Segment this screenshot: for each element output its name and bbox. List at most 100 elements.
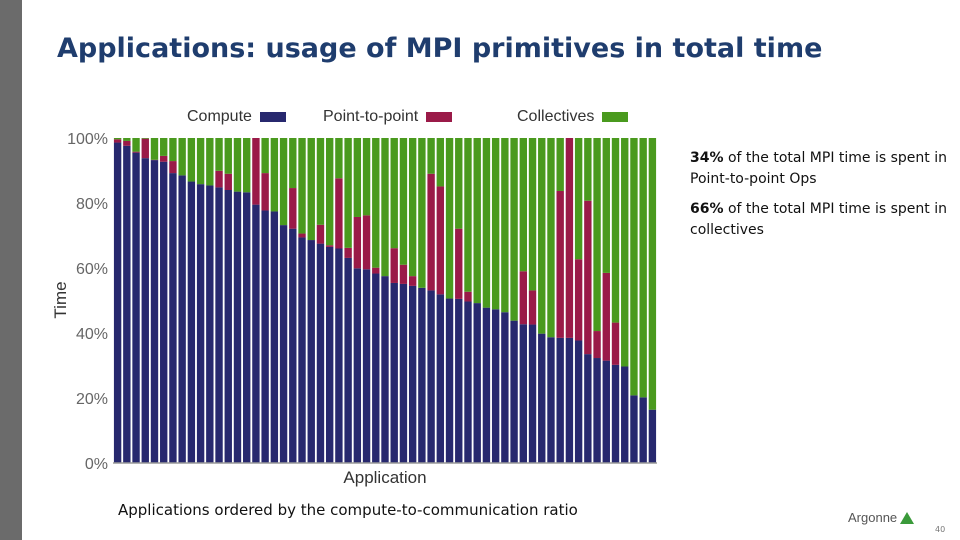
bar-segment-compute: [639, 397, 647, 463]
bar-segment-point-to-point: [298, 233, 306, 238]
bar-segment-collectives: [335, 138, 343, 179]
bar-segment-collectives: [648, 138, 657, 410]
x-axis-label: Application: [343, 468, 426, 487]
bar-segment-collectives: [169, 138, 177, 162]
bar-segment-point-to-point: [289, 188, 297, 229]
bar-segment-compute: [150, 160, 159, 463]
bar-segment-point-to-point: [344, 247, 352, 258]
y-axis-label: Time: [51, 281, 70, 318]
bar-segment-compute: [261, 210, 269, 463]
note-point-to-point: 34% of the total MPI time is spent in Po…: [690, 148, 950, 190]
y-axis-ticks: 0% 20% 40% 60% 80% 100%: [67, 131, 108, 473]
y-tick-label: 0%: [85, 456, 108, 473]
note-collectives: 66% of the total MPI time is spent in co…: [690, 199, 950, 241]
bar-segment-collectives: [160, 138, 168, 156]
chart-legend: Compute Point-to-point Collectives: [0, 108, 960, 130]
bar-segment-collectives: [491, 138, 500, 310]
bar-segment-point-to-point: [464, 291, 472, 302]
note-collectives-percent: 66%: [690, 201, 724, 217]
bar-segment-compute: [574, 340, 583, 463]
bar-segment-compute: [528, 324, 537, 463]
bar-segment-compute: [547, 337, 555, 463]
bar-segment-collectives: [602, 138, 610, 273]
bar-segment-point-to-point: [399, 264, 408, 284]
bar-segment-collectives: [510, 138, 518, 321]
bar-segment-compute: [325, 246, 334, 464]
bar-segment-compute: [510, 320, 518, 463]
bar-segment-collectives: [307, 138, 315, 241]
bar-segment-collectives: [399, 138, 408, 265]
bar-segment-point-to-point: [528, 290, 537, 325]
argonne-logo-text: Argonne: [848, 510, 898, 525]
slide-title: Applications: usage of MPI primitives in…: [57, 33, 823, 64]
bar-segment-collectives: [556, 138, 564, 191]
bar-segment-collectives: [316, 138, 325, 225]
bar-segment-compute: [353, 268, 362, 463]
bar-segment-compute: [243, 192, 251, 463]
bar-segment-compute: [611, 364, 620, 463]
bar-segment-point-to-point: [362, 215, 371, 270]
bar-segment-compute: [381, 276, 389, 464]
bar-segment-compute: [252, 204, 260, 464]
bar-segment-collectives: [224, 138, 232, 174]
y-tick-label: 80%: [76, 196, 108, 213]
y-tick-label: 100%: [67, 131, 108, 148]
bar-segment-point-to-point: [427, 173, 435, 291]
bar-segment-compute: [224, 190, 232, 463]
bar-segment-compute: [344, 257, 352, 463]
bar-segment-collectives: [538, 138, 546, 334]
bar-segment-collectives: [353, 138, 362, 217]
bar-segment-point-to-point: [316, 224, 325, 244]
y-tick-label: 60%: [76, 261, 108, 278]
bar-segment-compute: [390, 282, 398, 463]
legend-swatch-compute: [259, 112, 286, 122]
bar-segment-compute: [399, 283, 408, 463]
argonne-triangle-icon: [900, 511, 915, 524]
note-point-to-point-text: of the total MPI time is spent in Point-…: [690, 150, 947, 187]
bar-segment-compute: [206, 185, 214, 463]
bar-segment-compute: [621, 366, 629, 463]
legend-item-compute: Compute: [187, 108, 286, 126]
bar-segment-compute: [436, 294, 445, 463]
bar-segment-compute: [556, 337, 564, 464]
bar-segment-collectives: [436, 138, 445, 187]
bar-segment-compute: [501, 312, 509, 463]
bar-segment-collectives: [445, 138, 454, 299]
bar-segment-point-to-point: [556, 190, 564, 338]
bar-segment-compute: [455, 298, 463, 464]
bar-segment-collectives: [528, 138, 537, 291]
bar-segment-point-to-point: [408, 276, 417, 286]
bar-segment-compute: [335, 248, 343, 463]
bar-segment-collectives: [270, 138, 279, 212]
bar-segment-point-to-point: [372, 267, 380, 274]
bar-segment-collectives: [261, 138, 269, 174]
bar-segment-compute: [233, 191, 242, 464]
bar-segment-compute: [160, 161, 168, 463]
bar-segment-collectives: [325, 138, 334, 246]
bar-segment-compute: [307, 240, 315, 463]
bar-segment-compute: [141, 158, 149, 463]
bar-segment-collectives: [611, 138, 620, 323]
bar-segment-point-to-point: [519, 271, 527, 325]
legend-item-collectives: Collectives: [517, 108, 629, 126]
bar-segment-point-to-point: [325, 245, 334, 247]
y-tick-label: 40%: [76, 326, 108, 343]
bar-segment-collectives: [196, 138, 205, 185]
bar-segment-collectives: [473, 138, 481, 304]
bar-segment-point-to-point: [261, 173, 269, 211]
bar-segment-compute: [187, 181, 196, 464]
bar-segment-compute: [270, 211, 279, 463]
bar-segment-collectives: [630, 138, 638, 396]
bar-segment-point-to-point: [593, 331, 601, 359]
bar-segment-collectives: [584, 138, 592, 201]
bars-group: [113, 138, 657, 464]
bar-segment-collectives: [150, 138, 159, 160]
bar-segment-compute: [482, 307, 491, 463]
bar-segment-compute: [445, 298, 454, 463]
bar-segment-collectives: [215, 138, 223, 171]
bar-segment-compute: [372, 273, 380, 463]
bar-segment-collectives: [390, 138, 398, 249]
bar-segment-compute: [408, 285, 417, 464]
chart-caption: Applications ordered by the compute-to-c…: [118, 501, 578, 519]
